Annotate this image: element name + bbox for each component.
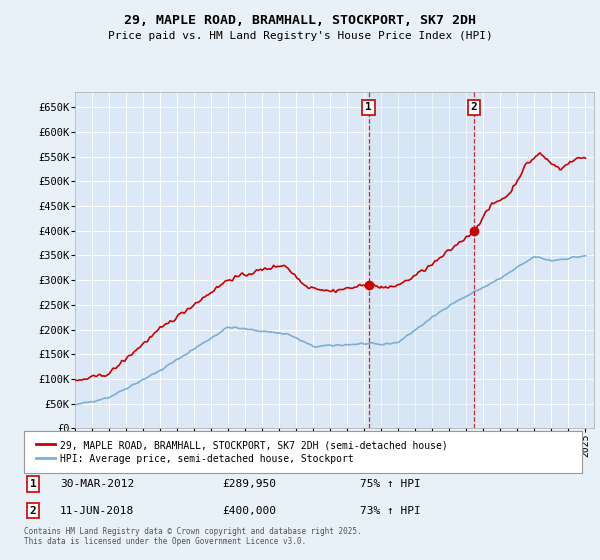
Text: 11-JUN-2018: 11-JUN-2018 [60, 506, 134, 516]
Legend: 29, MAPLE ROAD, BRAMHALL, STOCKPORT, SK7 2DH (semi-detached house), HPI: Average: 29, MAPLE ROAD, BRAMHALL, STOCKPORT, SK7… [32, 436, 451, 468]
Text: 2: 2 [470, 102, 477, 113]
Text: £400,000: £400,000 [222, 506, 276, 516]
Text: Contains HM Land Registry data © Crown copyright and database right 2025.
This d: Contains HM Land Registry data © Crown c… [24, 526, 362, 546]
Bar [368, 92, 474, 428]
Text: 1: 1 [365, 102, 372, 113]
Text: 30-MAR-2012: 30-MAR-2012 [60, 479, 134, 489]
Text: £289,950: £289,950 [222, 479, 276, 489]
Text: 75% ↑ HPI: 75% ↑ HPI [360, 479, 421, 489]
Text: Price paid vs. HM Land Registry's House Price Index (HPI): Price paid vs. HM Land Registry's House … [107, 31, 493, 41]
Text: 2: 2 [29, 506, 37, 516]
Text: 1: 1 [29, 479, 37, 489]
Text: 73% ↑ HPI: 73% ↑ HPI [360, 506, 421, 516]
Text: 29, MAPLE ROAD, BRAMHALL, STOCKPORT, SK7 2DH: 29, MAPLE ROAD, BRAMHALL, STOCKPORT, SK7… [124, 14, 476, 27]
